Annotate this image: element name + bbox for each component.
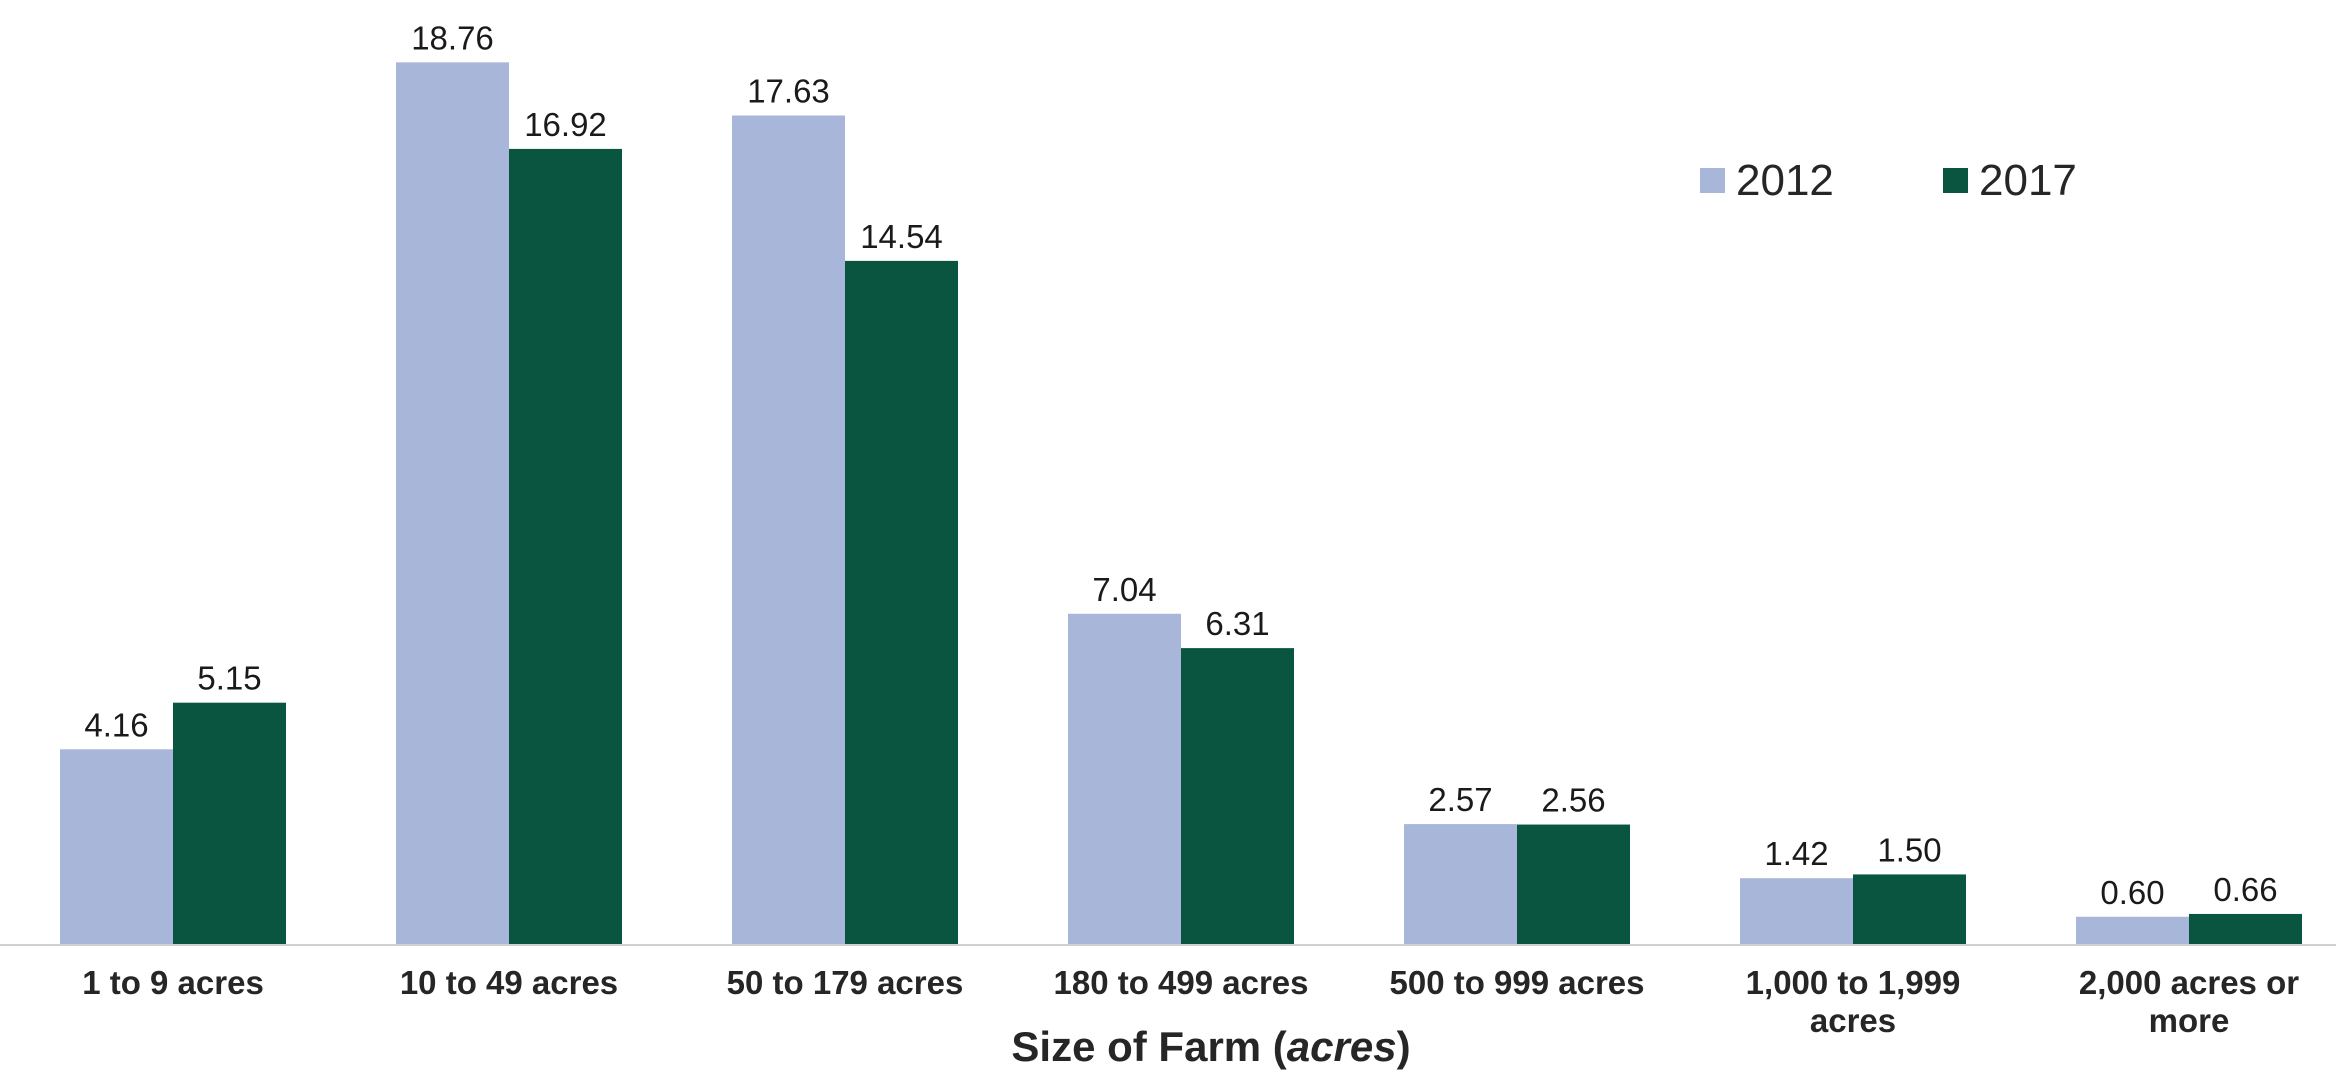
category-label-line: acres bbox=[1810, 1002, 1896, 1039]
value-labels-group: 4.16 5.15 18.76 16.92 17.63 14.54 7.04 6.31 2.57… bbox=[84, 19, 2277, 910]
value-label-2012-4: 2.57 bbox=[1428, 781, 1492, 818]
category-label-line: 500 to 999 acres bbox=[1389, 964, 1644, 1001]
category-label-line: 1,000 to 1,999 bbox=[1746, 964, 1961, 1001]
x-axis-title: Size of Farm (acres) bbox=[1011, 1023, 1410, 1070]
category-label-1: 10 to 49 acres bbox=[400, 964, 618, 1001]
bar-2012-5 bbox=[1740, 878, 1853, 945]
category-label-5: 1,000 to 1,999 acres bbox=[1746, 964, 1961, 1039]
value-label-2012-6: 0.60 bbox=[2100, 874, 2164, 911]
bar-2012-6 bbox=[2076, 916, 2189, 945]
category-label-line: more bbox=[2149, 1002, 2230, 1039]
value-label-2017-2: 14.54 bbox=[860, 218, 943, 255]
category-label-line: 180 to 499 acres bbox=[1053, 964, 1308, 1001]
bar-2012-2 bbox=[732, 115, 845, 946]
value-label-2012-2: 17.63 bbox=[747, 73, 830, 110]
bar-2012-4 bbox=[1404, 824, 1517, 945]
value-label-2017-6: 0.66 bbox=[2213, 871, 2277, 908]
value-label-2017-0: 5.15 bbox=[197, 660, 261, 697]
bar-2012-3 bbox=[1068, 613, 1181, 945]
value-label-2012-0: 4.16 bbox=[84, 706, 148, 743]
legend: 2012 2017 bbox=[1700, 156, 2077, 205]
bar-2012-0 bbox=[60, 749, 173, 945]
value-label-2012-3: 7.04 bbox=[1092, 571, 1156, 608]
bar-2017-2 bbox=[845, 260, 958, 945]
value-label-2017-4: 2.56 bbox=[1541, 782, 1605, 819]
value-label-2012-5: 1.42 bbox=[1764, 835, 1828, 872]
legend-swatch-2012 bbox=[1700, 168, 1725, 193]
legend-label-2012: 2012 bbox=[1736, 156, 1834, 205]
value-label-2017-5: 1.50 bbox=[1877, 831, 1941, 868]
x-axis-title-unit: acres bbox=[1287, 1023, 1397, 1070]
bar-2017-3 bbox=[1181, 648, 1294, 945]
category-labels-group: 1 to 9 acres 10 to 49 acres 50 to 179 acre… bbox=[82, 964, 2299, 1039]
x-axis-title-suffix: ) bbox=[1397, 1023, 1411, 1070]
category-label-0: 1 to 9 acres bbox=[82, 964, 264, 1001]
legend-label-2017: 2017 bbox=[1979, 156, 2077, 205]
category-label-3: 180 to 499 acres bbox=[1053, 964, 1308, 1001]
value-label-2012-1: 18.76 bbox=[411, 19, 494, 56]
bar-2017-1 bbox=[509, 148, 622, 945]
value-label-2017-3: 6.31 bbox=[1205, 605, 1269, 642]
value-label-2017-1: 16.92 bbox=[524, 106, 607, 143]
bar-2017-5 bbox=[1853, 874, 1966, 945]
category-label-line: 50 to 179 acres bbox=[727, 964, 964, 1001]
bar-2017-4 bbox=[1517, 824, 1630, 945]
legend-swatch-2017 bbox=[1943, 168, 1968, 193]
category-label-4: 500 to 999 acres bbox=[1389, 964, 1644, 1001]
category-label-line: 1 to 9 acres bbox=[82, 964, 264, 1001]
category-label-2: 50 to 179 acres bbox=[727, 964, 964, 1001]
bar-2012-1 bbox=[396, 62, 509, 946]
x-axis-title-prefix: Size of Farm ( bbox=[1011, 1023, 1286, 1070]
category-label-6: 2,000 acres or more bbox=[2079, 964, 2299, 1039]
bar-2017-0 bbox=[173, 702, 286, 945]
bar-2017-6 bbox=[2189, 913, 2302, 945]
category-label-line: 2,000 acres or bbox=[2079, 964, 2299, 1001]
bars-group bbox=[60, 62, 2302, 946]
category-label-line: 10 to 49 acres bbox=[400, 964, 618, 1001]
